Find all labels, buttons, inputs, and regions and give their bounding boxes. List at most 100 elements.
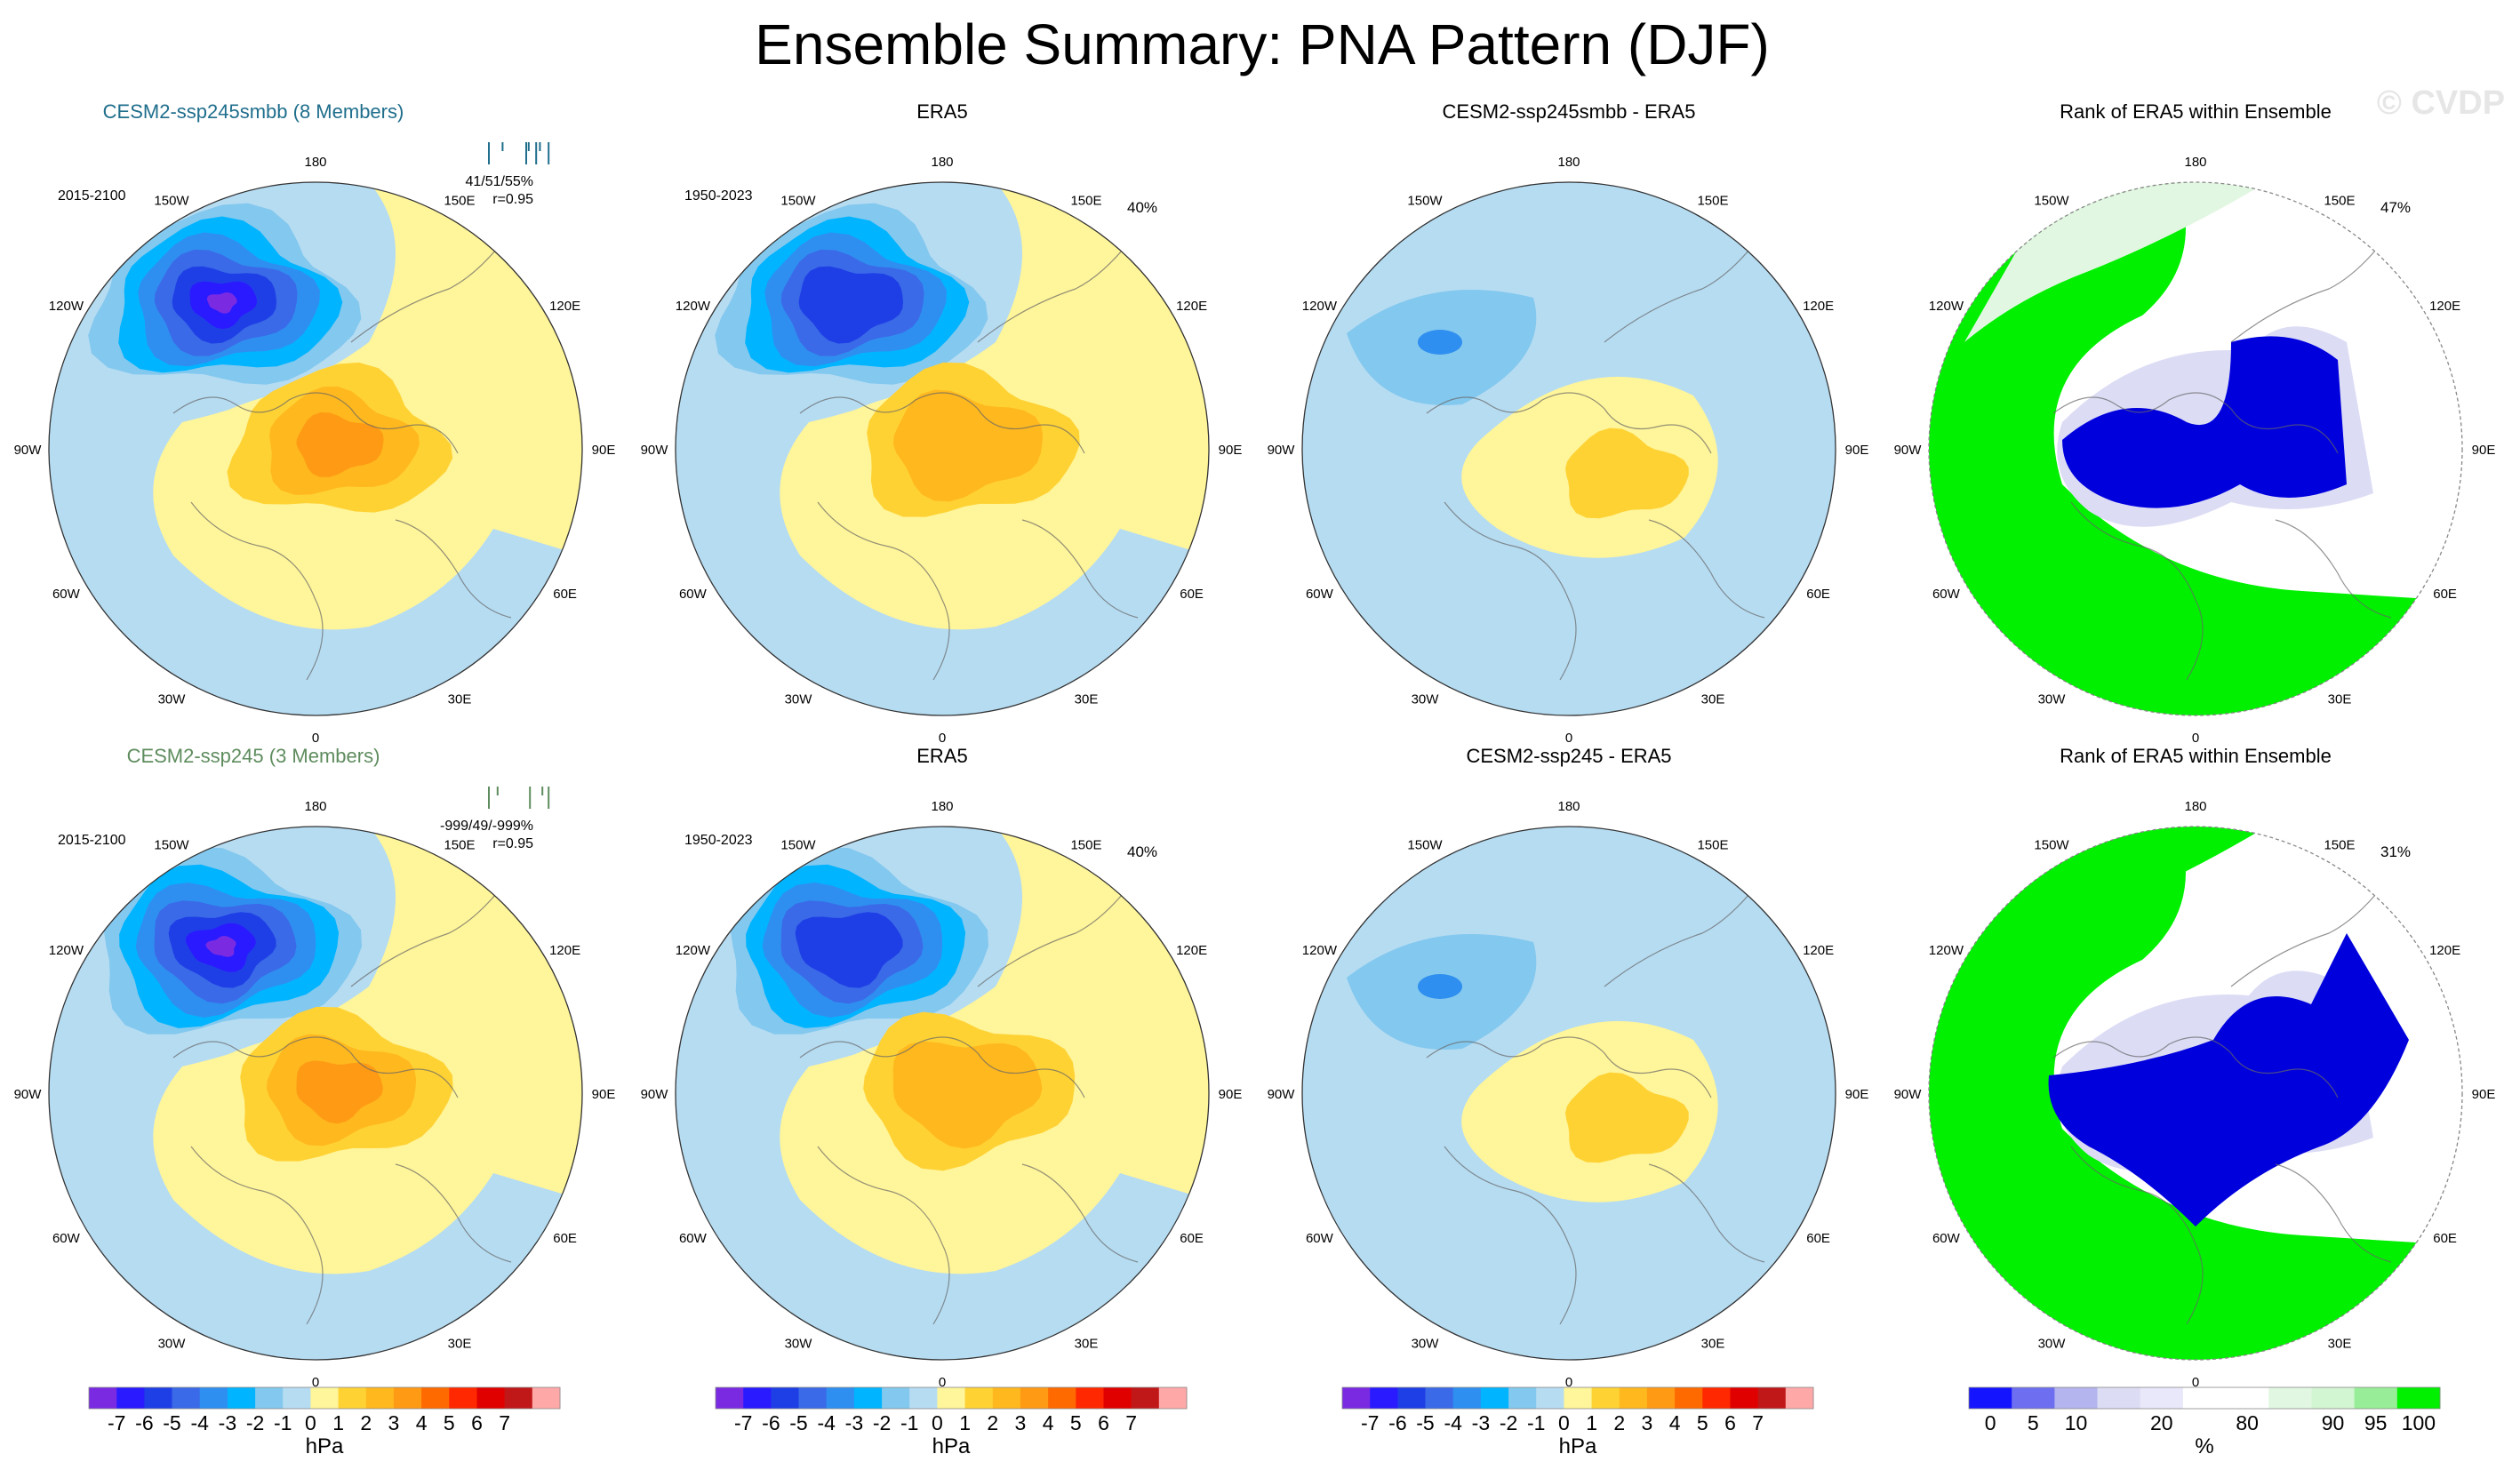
colorbar-swatch: [1370, 1387, 1398, 1409]
longitude-label: 90W: [641, 443, 669, 458]
colorbar-tick-label: 0: [1558, 1411, 1570, 1434]
panel-model: 180 150E 120E 90E 60E 30E 0 30W 60W 90W 120W 150W CE…: [14, 745, 616, 1390]
colorbar-tick-label: 4: [1043, 1411, 1054, 1434]
percent-colorbar: 0 5 10 20 80 90 95 100%: [1968, 1386, 2441, 1458]
colorbar-swatch: [1646, 1387, 1676, 1409]
high-anomaly: [1565, 1072, 1689, 1163]
colorbar-swatch: [1591, 1387, 1620, 1409]
colorbar-swatch: [449, 1387, 477, 1409]
colorbar-swatch: [771, 1387, 800, 1409]
longitude-label: 120E: [1176, 299, 1207, 314]
period-label: 2015-2100: [58, 833, 126, 848]
colorbar-swatch: [421, 1387, 450, 1409]
colorbar-tick-label: 5: [2028, 1411, 2039, 1434]
longitude-label: 90W: [14, 1087, 43, 1102]
longitude-label: 90E: [592, 443, 616, 458]
longitude-label: 120W: [1302, 299, 1338, 314]
longitude-label: 150W: [154, 837, 189, 852]
colorbar-swatch: [393, 1387, 422, 1409]
colorbar-swatch: [2140, 1387, 2184, 1409]
colorbar-swatch: [255, 1387, 284, 1409]
longitude-label: 150W: [1407, 193, 1443, 208]
polar-map: [1929, 827, 2462, 1360]
colorbar-tick-label: 20: [2150, 1411, 2173, 1434]
longitude-label: 30E: [448, 692, 472, 707]
longitude-label: 60W: [52, 1231, 81, 1246]
high-contour: [296, 1060, 383, 1124]
colorbar-swatch: [1158, 1387, 1188, 1409]
longitude-label: 60W: [1932, 1231, 1961, 1246]
longitude-label: 180: [1557, 799, 1580, 814]
colorbar-tick-label: 6: [1098, 1411, 1109, 1434]
colorbar-swatch: [144, 1387, 173, 1409]
colorbar-swatch: [1564, 1387, 1593, 1409]
longitude-label: 60E: [553, 1231, 577, 1246]
colorbar-tick-label: 5: [444, 1411, 455, 1434]
colorbar-tick-label: 95: [2364, 1411, 2388, 1434]
longitude-label: 120W: [1929, 943, 1964, 958]
longitude-label: 30W: [158, 692, 187, 707]
colorbar-tick-label: -6: [1388, 1411, 1406, 1434]
longitude-label: 30E: [2328, 1337, 2352, 1352]
colorbar-tick-label: 4: [416, 1411, 428, 1434]
colorbar-tick-label: 3: [1015, 1411, 1027, 1434]
polar-map: [676, 827, 1209, 1360]
map-boundary: [48, 826, 583, 1361]
longitude-label: 60W: [52, 587, 81, 602]
colorbar-tick-label: 1: [959, 1411, 971, 1434]
period-label: 2015-2100: [58, 188, 126, 204]
low-contour: [795, 912, 903, 988]
low-contour: [206, 292, 237, 314]
colorbar-tick-label: -2: [246, 1411, 264, 1434]
panel-title: Rank of ERA5 within Ensemble: [2060, 745, 2332, 767]
panel-obs: 180 150E 120E 90E 60E 30E 0 30W 60W 90W 120W 150W ER…: [641, 745, 1243, 1390]
longitude-label: 150W: [2034, 837, 2069, 852]
longitude-labels: 180 150E 120E 90E 60E 30E 0 30W 60W 90W 120W 150W: [14, 799, 616, 1390]
colorbar-swatch: [1342, 1387, 1371, 1409]
colorbar-swatch: [1048, 1387, 1076, 1409]
colorbar-swatch: [310, 1387, 340, 1409]
colorbar-tick-label: -1: [274, 1411, 292, 1434]
colorbar-tick-label: -7: [108, 1411, 125, 1434]
colorbar-swatch: [1425, 1387, 1454, 1409]
longitude-label: 90E: [2472, 443, 2496, 458]
longitude-label: 30W: [2038, 692, 2067, 707]
longitude-labels: 180 150E 120E 90E 60E 30E 0 30W 60W 90W 120W 150W: [641, 799, 1243, 1390]
colorbar-tick-label: 3: [1642, 1411, 1653, 1434]
coastlines: [799, 217, 1148, 681]
longitude-labels: 180 150E 120E 90E 60E 30E 0 30W 60W 90W 120W 150W: [641, 155, 1243, 746]
colorbar-swatch: [2054, 1387, 2099, 1409]
polar-map: [1929, 182, 2462, 715]
rank-region-high: [1929, 182, 2444, 715]
colorbar-tick-label: -1: [1527, 1411, 1545, 1434]
panel-title: CESM2-ssp245smbb - ERA5: [1443, 100, 1696, 123]
longitude-label: 90E: [1219, 443, 1243, 458]
longitude-label: 90W: [641, 1087, 669, 1102]
hpa-colorbar: -7 -6 -5 -4 -3 -2 -1 0 1 2 3 4 5 6 7 hPa: [715, 1386, 1188, 1458]
longitude-label: 180: [931, 799, 953, 814]
high-contour: [892, 389, 1044, 502]
colorbar-frame: [715, 1386, 1188, 1410]
figure-title: Ensemble Summary: PNA Pattern (DJF): [755, 12, 1770, 76]
longitude-label: 0: [939, 1375, 946, 1390]
colorbar-swatch: [365, 1387, 395, 1409]
colorbar-swatch: [89, 1387, 117, 1409]
colorbar-tick-label: 2: [987, 1411, 998, 1434]
colorbar-swatch: [2097, 1387, 2141, 1409]
longitude-label: 30W: [2038, 1337, 2067, 1352]
longitude-label: 0: [2192, 1375, 2199, 1390]
panel-diff: 180 150E 120E 90E 60E 30E 0 30W 60W 90W 120W 150W CE…: [1268, 745, 1869, 1390]
longitude-label: 30E: [2328, 692, 2352, 707]
longitude-label: 90E: [592, 1087, 616, 1102]
panel-title: CESM2-ssp245 - ERA5: [1466, 745, 1671, 767]
percent-label: 40%: [1127, 843, 1157, 860]
longitude-label: 150W: [2034, 193, 2069, 208]
colorbar-unit: hPa: [306, 1434, 344, 1458]
low-core: [1418, 974, 1462, 999]
stats-label: -999/49/-999%: [440, 819, 533, 834]
longitude-label: 0: [2192, 731, 2199, 746]
longitude-label: 60E: [1806, 587, 1830, 602]
stats-label: 41/51/55%: [465, 174, 533, 189]
longitude-label: 60E: [1180, 587, 1204, 602]
